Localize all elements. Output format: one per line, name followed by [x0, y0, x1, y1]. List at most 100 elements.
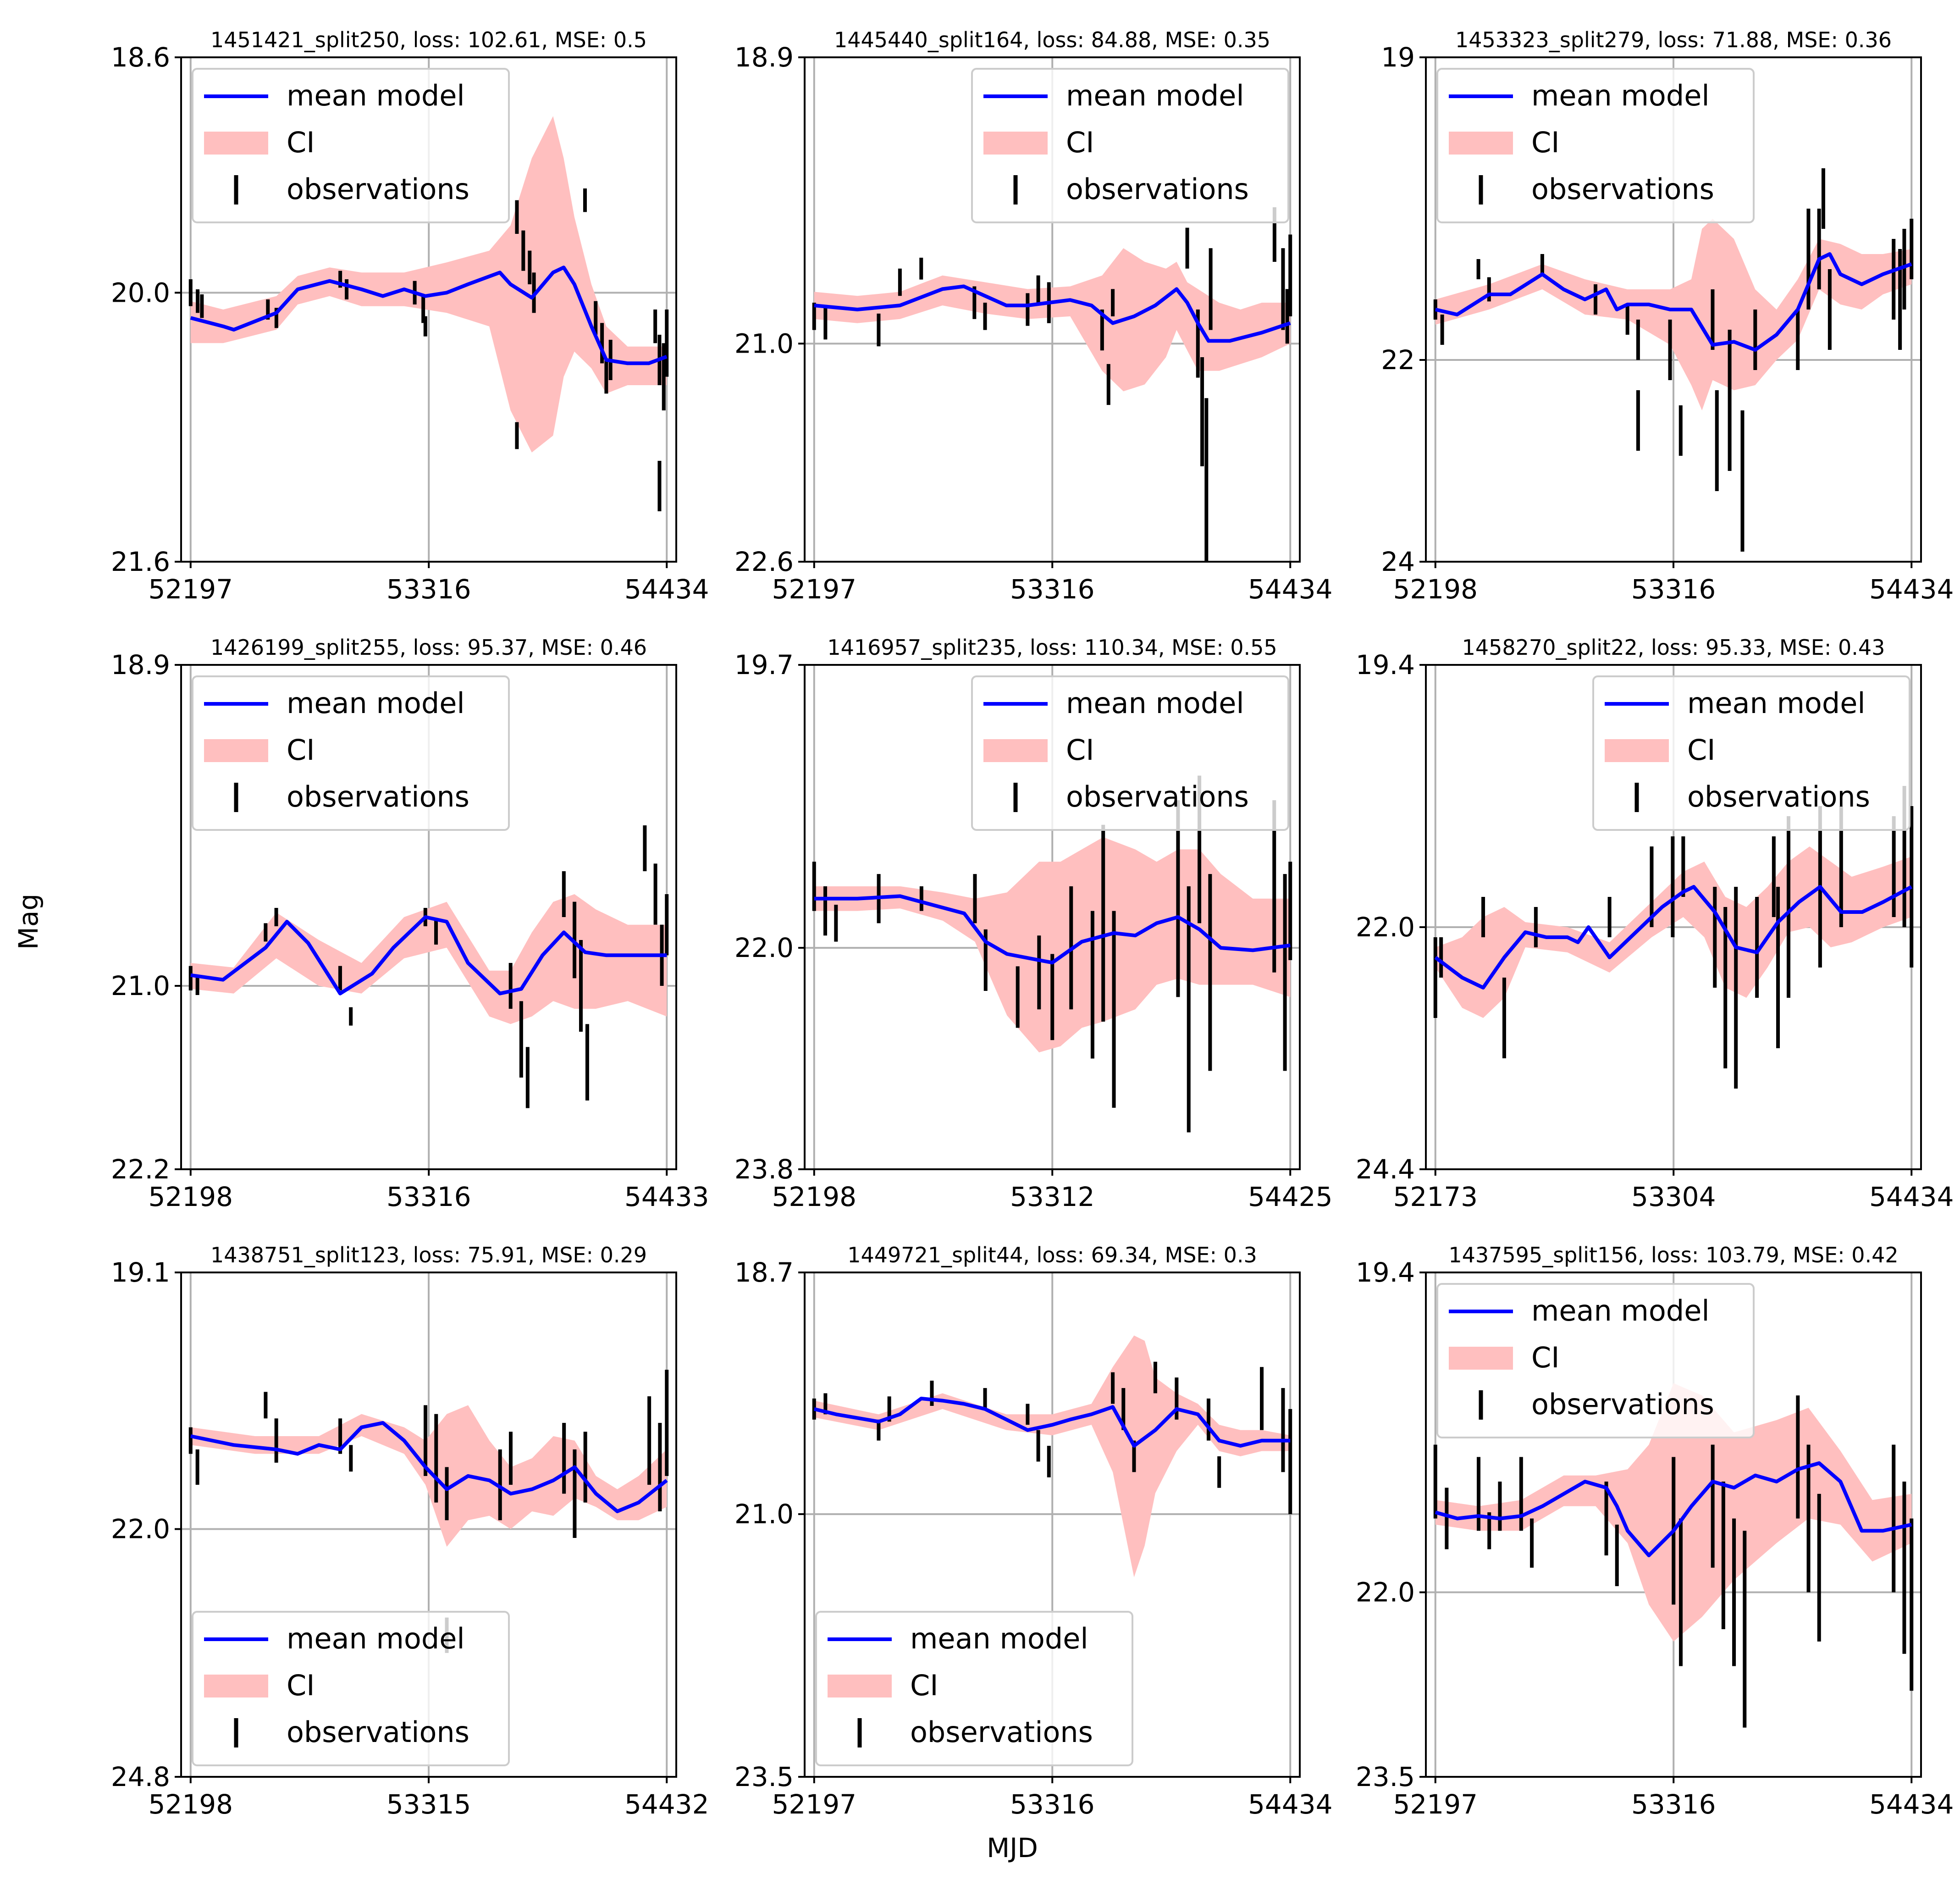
legend-label-mean-model: mean model — [1687, 686, 1866, 720]
legend-label-ci: CI — [910, 1669, 939, 1702]
plot-area — [1433, 168, 1914, 552]
plot-area — [812, 1335, 1292, 1577]
legend-ci-swatch — [1449, 1347, 1513, 1370]
x-tick-label: 53316 — [386, 1181, 471, 1212]
y-tick-label: 18.9 — [734, 42, 794, 73]
subplot-title: 1453323_split279, loss: 71.88, MSE: 0.36 — [1455, 28, 1892, 52]
observations — [188, 188, 669, 511]
x-tick-label: 54425 — [1248, 1181, 1333, 1212]
figure-ylabel: Mag — [13, 894, 44, 950]
legend: mean model CI observations — [1436, 68, 1755, 223]
y-tick-label: 21.6 — [111, 546, 170, 577]
y-tick-label: 19 — [1381, 42, 1415, 73]
y-tick-label: 22.0 — [111, 1514, 170, 1545]
legend-label-ci: CI — [1531, 1341, 1560, 1374]
y-tick-label: 21.0 — [734, 1498, 794, 1530]
legend-frame — [815, 1611, 1133, 1766]
y-tick-label: 22.2 — [111, 1154, 170, 1185]
observations — [812, 207, 1292, 562]
legend-label-ci: CI — [287, 126, 315, 159]
legend-label-observations: observations — [1531, 1388, 1714, 1421]
plot-area — [1433, 1383, 1914, 1728]
y-tick-label: 24.4 — [1356, 1154, 1415, 1185]
subplot-title: 1451421_split250, loss: 102.61, MSE: 0.5 — [210, 28, 647, 52]
x-tick-label: 53316 — [1631, 574, 1716, 605]
legend-label-mean-model: mean model — [1531, 79, 1710, 112]
x-tick-label: 52197 — [149, 574, 233, 605]
y-tick-label: 18.6 — [111, 42, 170, 73]
x-tick-label: 54434 — [1248, 1789, 1333, 1820]
x-tick-label: 52197 — [772, 574, 857, 605]
observations — [188, 1370, 669, 1653]
mean-model-line — [813, 1397, 1291, 1448]
x-tick-label: 52198 — [772, 1181, 857, 1212]
legend-label-observations: observations — [1687, 780, 1870, 813]
x-tick-label: 53316 — [1631, 1789, 1716, 1820]
legend-label-mean-model: mean model — [287, 686, 465, 720]
plot-area — [1433, 786, 1914, 1089]
legend-ci-swatch — [828, 1675, 892, 1698]
y-tick-label: 22 — [1381, 344, 1415, 376]
ci-band — [814, 837, 1291, 1053]
legend-frame — [971, 675, 1289, 831]
observations — [1433, 168, 1914, 552]
subplot-2: 1445440_split164, loss: 84.88, MSE: 0.35… — [734, 28, 1333, 605]
x-tick-label: 54433 — [624, 1181, 709, 1212]
legend-frame — [192, 675, 510, 831]
legend-ci-swatch — [1449, 132, 1513, 155]
legend-label-ci: CI — [287, 1669, 315, 1702]
legend-label-observations: observations — [910, 1715, 1093, 1749]
plot-area — [188, 1370, 669, 1653]
subplot-3: 1453323_split279, loss: 71.88, MSE: 0.36… — [1381, 28, 1954, 605]
subplot-grid: 1451421_split250, loss: 102.61, MSE: 0.5… — [111, 28, 1954, 1820]
subplot-title: 1438751_split123, loss: 75.91, MSE: 0.29 — [210, 1243, 647, 1267]
y-tick-label: 24.8 — [111, 1761, 170, 1792]
y-tick-label: 19.4 — [1356, 649, 1415, 680]
legend: mean model CI observations — [192, 1611, 510, 1766]
y-tick-label: 23.5 — [1356, 1761, 1415, 1792]
legend-ci-swatch — [1605, 739, 1669, 762]
ci-band — [190, 894, 667, 1024]
x-tick-label: 54434 — [1869, 1789, 1954, 1820]
plot-area — [188, 825, 669, 1108]
x-tick-label: 53316 — [1010, 574, 1095, 605]
ci-band — [190, 116, 667, 453]
x-tick-label: 52198 — [149, 1789, 233, 1820]
x-tick-label: 54434 — [1869, 1181, 1954, 1212]
y-tick-label: 22.0 — [1356, 1577, 1415, 1608]
mean-model-line — [1435, 1461, 1912, 1558]
legend-label-observations: observations — [287, 172, 469, 206]
legend-ci-swatch — [204, 132, 268, 155]
legend-frame — [192, 68, 510, 223]
legend: mean model CI observations — [192, 68, 510, 223]
y-tick-label: 23.8 — [734, 1154, 794, 1185]
legend-label-ci: CI — [1066, 733, 1094, 767]
ci-band — [1435, 219, 1912, 410]
legend-frame — [1436, 68, 1755, 223]
x-tick-label: 53315 — [386, 1789, 471, 1820]
legend-ci-swatch — [983, 132, 1048, 155]
y-tick-label: 21.0 — [734, 328, 794, 359]
legend: mean model CI observations — [1436, 1283, 1755, 1438]
ci-band — [1435, 846, 1912, 1018]
mean-model-line — [814, 284, 1291, 343]
y-tick-label: 19.1 — [111, 1257, 170, 1288]
mean-model-line — [190, 915, 667, 995]
ci-band — [814, 1335, 1291, 1577]
legend-frame — [1592, 675, 1910, 831]
subplot-5: 1416957_split235, loss: 110.34, MSE: 0.5… — [734, 635, 1333, 1212]
observations — [1433, 786, 1914, 1089]
x-tick-label: 53316 — [1010, 1789, 1095, 1820]
legend-label-observations: observations — [287, 780, 469, 813]
y-tick-label: 22.0 — [1356, 912, 1415, 943]
x-tick-label: 54434 — [1869, 574, 1954, 605]
legend-frame — [1436, 1283, 1755, 1438]
x-tick-label: 54434 — [1248, 574, 1333, 605]
x-tick-label: 52197 — [1393, 1789, 1478, 1820]
mean-model-line — [1434, 885, 1913, 990]
y-tick-label: 18.7 — [734, 1257, 794, 1288]
y-tick-label: 22.0 — [734, 932, 794, 963]
figure-xlabel: MJD — [987, 1832, 1038, 1863]
legend-label-mean-model: mean model — [1066, 79, 1244, 112]
legend: mean model CI observations — [1592, 675, 1910, 831]
